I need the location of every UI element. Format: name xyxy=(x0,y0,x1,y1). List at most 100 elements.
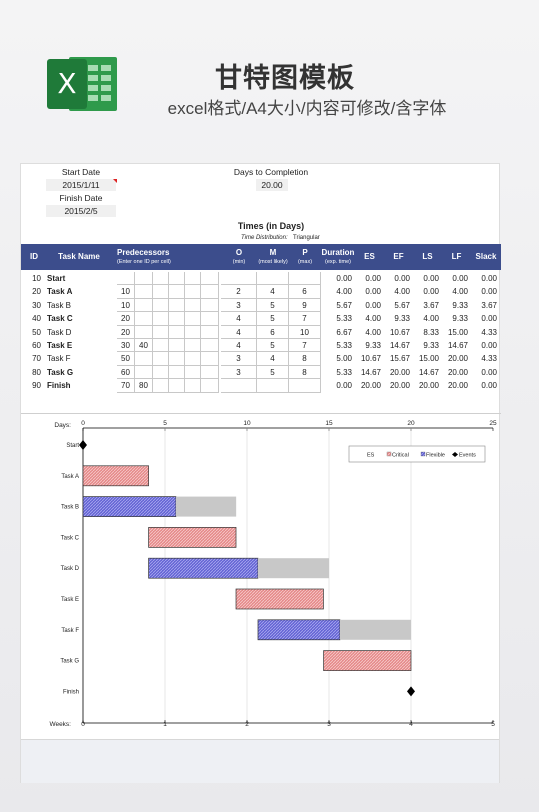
cell-es: 9.33 xyxy=(365,341,381,350)
cell-duration: 0.00 xyxy=(336,381,352,391)
cell-empty[interactable] xyxy=(153,352,169,366)
cell-empty[interactable] xyxy=(185,339,201,353)
cell-pred2[interactable] xyxy=(135,312,153,326)
cell-empty[interactable] xyxy=(201,298,219,313)
cell-m[interactable]: 5 xyxy=(257,312,289,326)
cell-empty[interactable] xyxy=(153,339,169,353)
cell-pred1[interactable]: 50 xyxy=(117,352,135,366)
cell-pred2[interactable]: 40 xyxy=(135,339,153,353)
cell-p[interactable]: 6 xyxy=(289,285,321,299)
cell-pred1[interactable]: 10 xyxy=(117,298,135,313)
cell-empty[interactable] xyxy=(169,352,185,366)
cell-empty[interactable] xyxy=(201,365,219,380)
cell-pred2[interactable] xyxy=(135,325,153,339)
cell-pred1[interactable]: 70 xyxy=(117,379,135,393)
cell-m[interactable]: 6 xyxy=(257,325,289,339)
start-date-field[interactable]: 2015/1/11 xyxy=(46,179,117,191)
cell-o[interactable]: 2 xyxy=(221,285,257,299)
cell-lf: 20.00 xyxy=(447,381,468,391)
cell-pred1[interactable]: 30 xyxy=(117,339,135,353)
cell-empty[interactable] xyxy=(169,272,185,286)
cell-pred2[interactable] xyxy=(135,272,153,286)
cell-pred2[interactable]: 80 xyxy=(135,379,153,393)
cell-o[interactable]: 3 xyxy=(221,298,257,313)
table-row: 80 Task G 60 3 5 8 5.33 14.67 20.00 14.67 20.00 0.0… xyxy=(21,365,501,380)
cell-empty[interactable] xyxy=(201,339,219,353)
cell-empty[interactable] xyxy=(169,298,185,313)
sheet-footer xyxy=(21,739,499,783)
cell-p[interactable]: 9 xyxy=(289,298,321,313)
cell-slack: 0.00 xyxy=(481,314,497,324)
distribution-label: Time Distribution: xyxy=(241,235,288,241)
cell-p[interactable]: 7 xyxy=(289,312,321,326)
cell-empty[interactable] xyxy=(153,379,169,393)
cell-o[interactable]: 4 xyxy=(221,312,257,326)
cell-lf: 9.33 xyxy=(452,314,468,324)
slack-bar xyxy=(339,619,411,640)
cell-ls: 20.00 xyxy=(418,381,439,391)
cell-o[interactable]: 3 xyxy=(221,365,257,380)
cell-empty[interactable] xyxy=(185,298,201,313)
cell-empty[interactable] xyxy=(185,285,201,299)
cell-empty[interactable] xyxy=(185,312,201,326)
cell-m[interactable]: 5 xyxy=(257,339,289,353)
cell-m[interactable] xyxy=(257,272,289,286)
cell-empty[interactable] xyxy=(201,285,219,299)
cell-p[interactable] xyxy=(289,379,321,393)
legend-label: Events xyxy=(459,453,476,459)
cell-pred2[interactable] xyxy=(135,365,153,380)
cell-empty[interactable] xyxy=(185,325,201,339)
cell-pred1[interactable] xyxy=(117,272,135,286)
cell-m[interactable] xyxy=(257,379,289,393)
cell-pred1[interactable]: 10 xyxy=(117,285,135,299)
cell-empty[interactable] xyxy=(153,272,169,286)
cell-pred1[interactable]: 60 xyxy=(117,365,135,380)
col-o: O (min) xyxy=(232,248,246,265)
cell-p[interactable]: 8 xyxy=(289,365,321,380)
cell-empty[interactable] xyxy=(201,312,219,326)
cell-empty[interactable] xyxy=(185,352,201,366)
cell-empty[interactable] xyxy=(201,352,219,366)
cell-empty[interactable] xyxy=(153,285,169,299)
cell-m[interactable]: 4 xyxy=(257,285,289,299)
cell-empty[interactable] xyxy=(169,285,185,299)
legend-swatch xyxy=(386,451,392,457)
cell-pred2[interactable] xyxy=(135,285,153,299)
distribution-value[interactable]: Triangular xyxy=(293,235,320,241)
cell-empty[interactable] xyxy=(153,298,169,313)
cell-empty[interactable] xyxy=(169,325,185,339)
cell-pred2[interactable] xyxy=(135,298,153,313)
cell-empty[interactable] xyxy=(153,312,169,326)
cell-pred1[interactable]: 20 xyxy=(117,325,135,339)
cell-lf: 4.00 xyxy=(452,287,468,297)
cell-empty[interactable] xyxy=(169,379,185,393)
cell-empty[interactable] xyxy=(201,272,219,286)
cell-empty[interactable] xyxy=(185,272,201,286)
cell-empty[interactable] xyxy=(185,379,201,393)
days-tick-label: 5 xyxy=(163,420,167,427)
cell-o[interactable]: 3 xyxy=(221,352,257,366)
cell-empty[interactable] xyxy=(169,365,185,380)
cell-o[interactable]: 4 xyxy=(221,339,257,353)
cell-o[interactable]: 4 xyxy=(221,325,257,339)
task-label: Task F xyxy=(61,628,79,634)
cell-empty[interactable] xyxy=(169,312,185,326)
cell-m[interactable]: 5 xyxy=(257,298,289,313)
cell-o[interactable] xyxy=(221,379,257,393)
cell-p[interactable] xyxy=(289,272,321,286)
cell-slack: 4.33 xyxy=(481,327,497,337)
cell-empty[interactable] xyxy=(201,379,219,393)
cell-m[interactable]: 5 xyxy=(257,365,289,380)
cell-empty[interactable] xyxy=(201,325,219,339)
cell-p[interactable]: 8 xyxy=(289,352,321,366)
cell-empty[interactable] xyxy=(185,365,201,380)
cell-p[interactable]: 7 xyxy=(289,339,321,353)
cell-pred2[interactable] xyxy=(135,352,153,366)
cell-empty[interactable] xyxy=(153,325,169,339)
cell-empty[interactable] xyxy=(169,339,185,353)
cell-p[interactable]: 10 xyxy=(289,325,321,339)
cell-empty[interactable] xyxy=(153,365,169,380)
cell-m[interactable]: 4 xyxy=(257,352,289,366)
cell-o[interactable] xyxy=(221,272,257,286)
cell-pred1[interactable]: 20 xyxy=(117,312,135,326)
